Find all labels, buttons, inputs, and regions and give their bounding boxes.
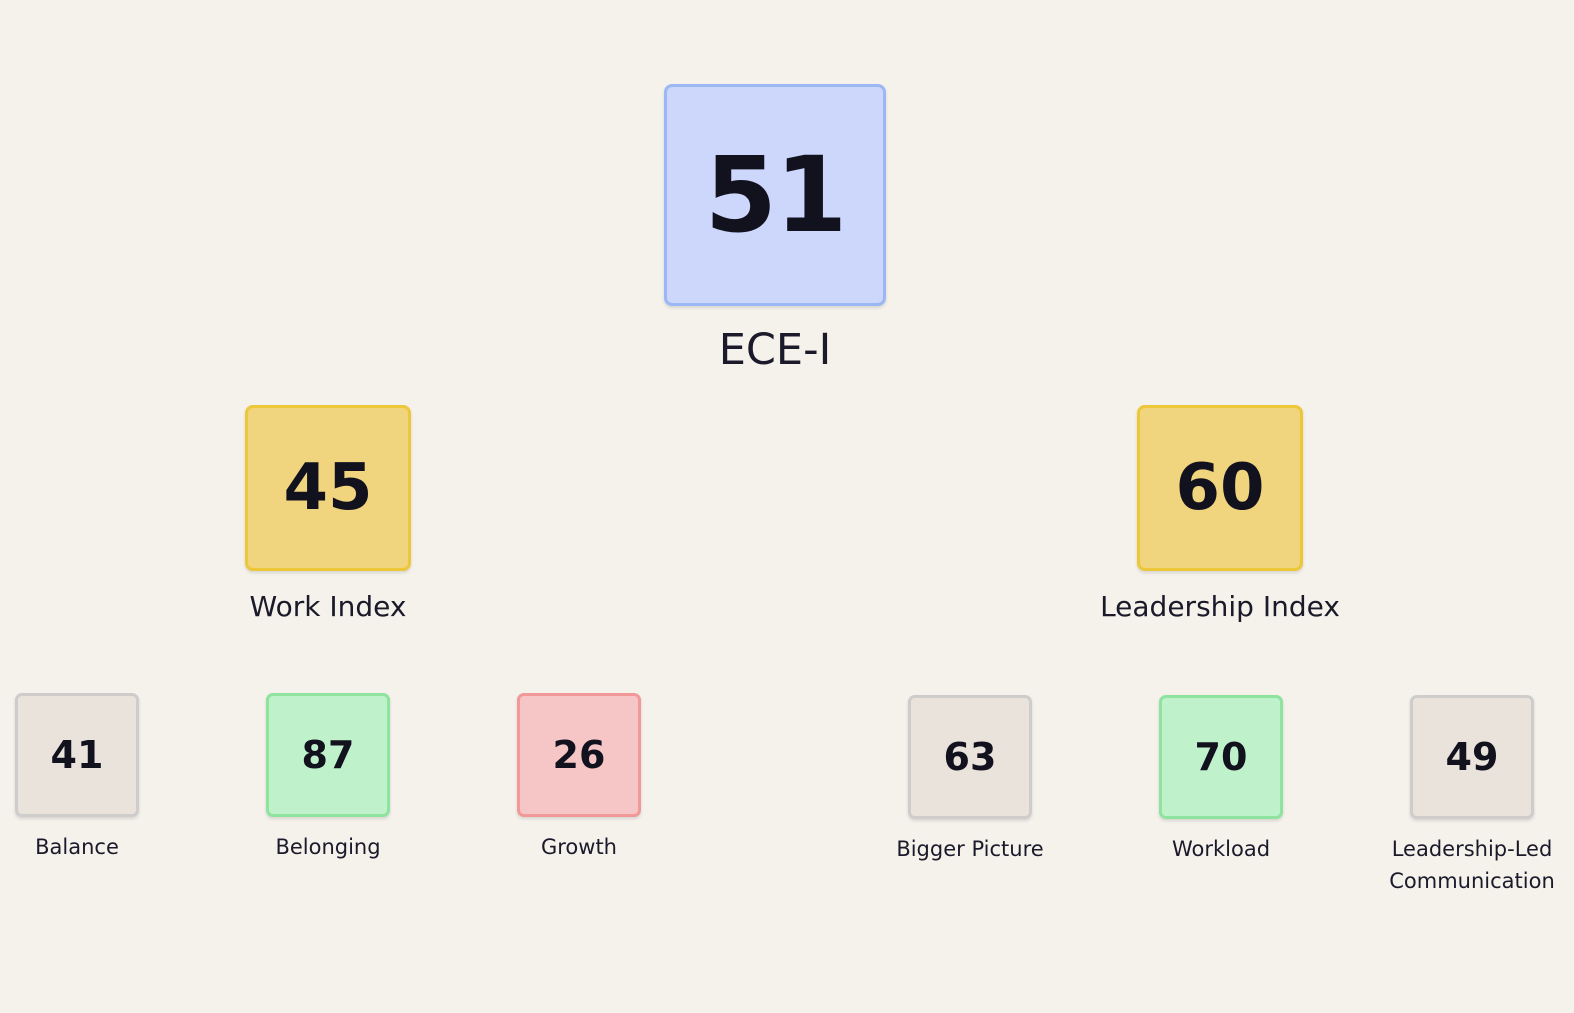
leadership-index-node: 60 Leadership Index: [1060, 405, 1380, 625]
bigger-picture-label: Bigger Picture: [896, 837, 1044, 861]
bigger-picture-node: 63 Bigger Picture: [870, 695, 1070, 865]
belonging-node: 87 Belonging: [228, 693, 428, 863]
belonging-label: Belonging: [275, 835, 381, 859]
workload-score-box[interactable]: 70: [1159, 695, 1283, 819]
growth-score-box[interactable]: 26: [517, 693, 641, 817]
work-index-score-box[interactable]: 45: [245, 405, 411, 571]
work-index-node: 45 Work Index: [168, 405, 488, 625]
workload-label: Workload: [1171, 837, 1271, 861]
root-score-box[interactable]: 51: [664, 84, 886, 306]
leadership-led-communication-label: Leadership-Led Communication: [1389, 837, 1555, 893]
leadership-led-communication-node: 49 Leadership-Led Communication: [1372, 695, 1572, 897]
balance-label: Balance: [35, 835, 119, 859]
leadership-index-score-box[interactable]: 60: [1137, 405, 1303, 571]
root-label: ECE-I: [718, 325, 832, 375]
root-node-ece-i: 51 ECE-I: [664, 84, 886, 376]
workload-node: 70 Workload: [1121, 695, 1321, 865]
growth-node: 26 Growth: [479, 693, 679, 863]
work-index-label: Work Index: [249, 590, 407, 623]
leadership-led-communication-score-box[interactable]: 49: [1410, 695, 1534, 819]
balance-score-box[interactable]: 41: [15, 693, 139, 817]
belonging-score-box[interactable]: 87: [266, 693, 390, 817]
growth-label: Growth: [540, 835, 617, 859]
balance-node: 41 Balance: [0, 693, 177, 863]
bigger-picture-score-box[interactable]: 63: [908, 695, 1032, 819]
leadership-index-label: Leadership Index: [1100, 590, 1340, 623]
